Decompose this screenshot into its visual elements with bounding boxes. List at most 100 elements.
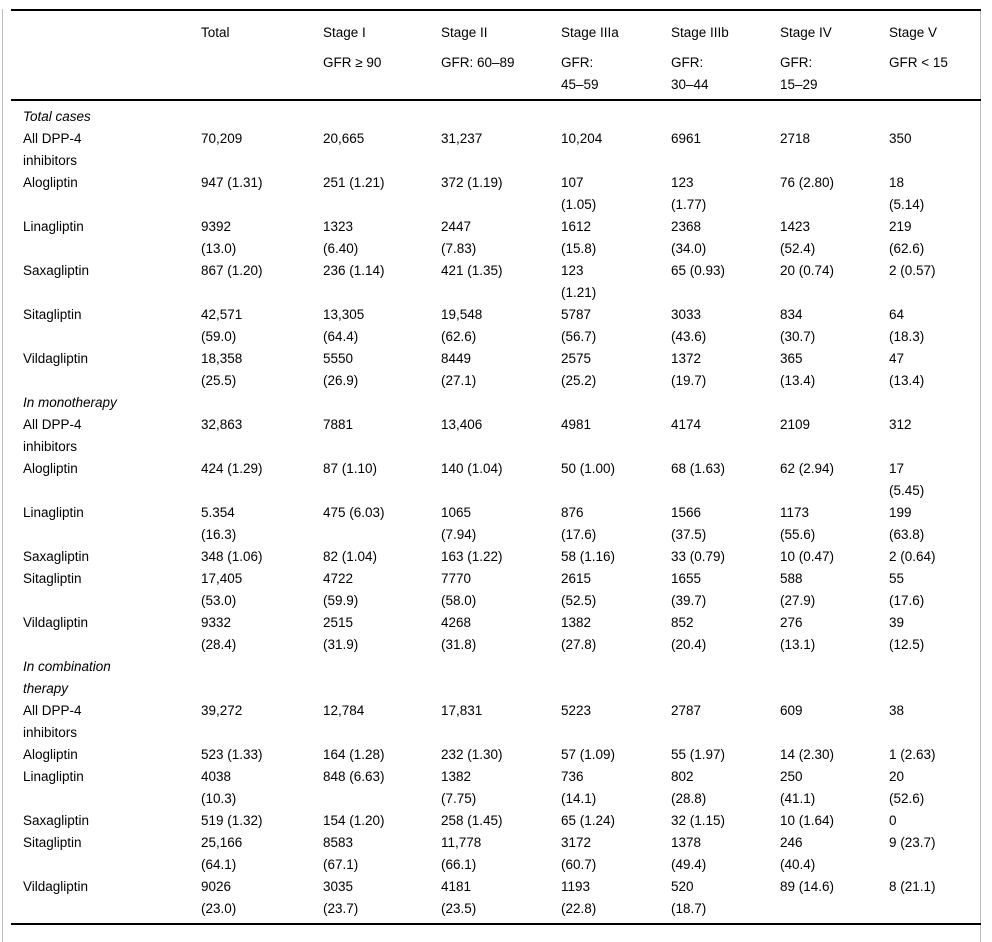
- value-cell: 4181 (23.5): [441, 879, 477, 916]
- stage-label: Stage II: [441, 25, 488, 40]
- value-cell: 9 (23.7): [889, 835, 936, 850]
- value-cell: 1193 (22.8): [561, 879, 597, 916]
- value-cell: 9392 (13.0): [201, 219, 237, 256]
- gfr-range-label: [23, 30, 201, 52]
- value-cell: 312: [889, 417, 912, 432]
- row-label-column-header: [11, 10, 201, 100]
- value-cell: 10 (0.47): [780, 549, 835, 564]
- value-cell: 50 (1.00): [561, 461, 616, 476]
- section-header-row-in-combination-therapy: In combination therapy: [11, 656, 981, 700]
- value-cell: 42,571 (59.0): [201, 307, 243, 344]
- value-cell: 3172 (60.7): [561, 835, 597, 872]
- value-cell: 1378 (49.4): [671, 835, 707, 872]
- value-cell: 848 (6.63): [323, 769, 385, 784]
- value-cell: 76 (2.80): [780, 175, 835, 190]
- gfr-range-label: GFR < 15: [889, 55, 948, 70]
- table-row-vildagliptin: Vildagliptin 18,358 (25.5) 5550 (26.9) 8449…: [11, 348, 981, 392]
- column-header-total: Total: [201, 10, 323, 100]
- value-cell: 47 (13.4): [889, 351, 925, 388]
- row-label: Sitagliptin: [23, 835, 82, 850]
- value-cell: 520 (18.7): [671, 879, 707, 916]
- section-header-row-total-cases: Total cases: [11, 100, 981, 128]
- value-cell: 17 (5.45): [889, 461, 925, 498]
- value-cell: 13,406: [441, 417, 483, 432]
- table-row-linagliptin: Linagliptin 9392 (13.0) 1323 (6.40) 2447 (7…: [11, 216, 981, 260]
- column-header-stage-iv: Stage IV GFR: 15–29: [780, 10, 889, 100]
- value-cell: 7770 (58.0): [441, 571, 477, 608]
- value-cell: 1566 (37.5): [671, 505, 707, 542]
- stage-label: Stage IV: [780, 25, 832, 40]
- table-row-sitagliptin: Sitagliptin 42,571 (59.0) 13,305 (64.4) 19,…: [11, 304, 981, 348]
- value-cell: 251 (1.21): [323, 175, 385, 190]
- row-label: Saxagliptin: [23, 263, 90, 278]
- table-row-alogliptin: Alogliptin 947 (1.31) 251 (1.21) 372 (1.19)…: [11, 172, 981, 216]
- value-cell: 1612 (15.8): [561, 219, 597, 256]
- table-row-vildagliptin: Vildagliptin 9026 (23.0) 3035 (23.7) 4181 (…: [11, 876, 981, 924]
- value-cell: 39 (12.5): [889, 615, 925, 652]
- value-cell: 1382 (7.75): [441, 769, 477, 806]
- value-cell: 17,405 (53.0): [201, 571, 243, 608]
- value-cell: 5.354 (16.3): [201, 505, 237, 542]
- value-cell: 10,204: [561, 131, 603, 146]
- value-cell: 10 (1.64): [780, 813, 835, 828]
- value-cell: 5223: [561, 703, 592, 718]
- value-cell: 2 (0.57): [889, 263, 936, 278]
- table-row-alogliptin: Alogliptin 523 (1.33) 164 (1.28) 232 (1.30)…: [11, 744, 981, 766]
- value-cell: 20 (0.74): [780, 263, 835, 278]
- value-cell: 2 (0.64): [889, 549, 936, 564]
- value-cell: 64 (18.3): [889, 307, 925, 344]
- value-cell: 20 (52.6): [889, 769, 925, 806]
- gfr-range-label: GFR ≥ 90: [323, 55, 382, 70]
- row-label: Alogliptin: [23, 175, 78, 190]
- value-cell: 87 (1.10): [323, 461, 378, 476]
- value-cell: 8449 (27.1): [441, 351, 477, 388]
- value-cell: 9026 (23.0): [201, 879, 237, 916]
- value-cell: 1065 (7.94): [441, 505, 477, 542]
- value-cell: 70,209: [201, 131, 243, 146]
- value-cell: 4038 (10.3): [201, 769, 237, 806]
- row-label: Alogliptin: [23, 461, 78, 476]
- value-cell: 65 (1.24): [561, 813, 616, 828]
- value-cell: 2787: [671, 703, 702, 718]
- row-label: Sitagliptin: [23, 571, 82, 586]
- value-cell: 89 (14.6): [780, 879, 835, 894]
- row-label: Linagliptin: [23, 219, 84, 234]
- value-cell: 5550 (26.9): [323, 351, 359, 388]
- value-cell: 57 (1.09): [561, 747, 616, 762]
- value-cell: 1423 (52.4): [780, 219, 816, 256]
- value-cell: 11,778 (66.1): [441, 835, 482, 872]
- gfr-range-label: GFR: 45–59: [561, 55, 599, 92]
- value-cell: 62 (2.94): [780, 461, 835, 476]
- table-row-all-dpp-4-inhibitors: All DPP-4 inhibitors 70,209 20,665 31,237 10…: [11, 128, 981, 172]
- table-row-alogliptin: Alogliptin 424 (1.29) 87 (1.10) 140 (1.04) 5…: [11, 458, 981, 502]
- table-row-saxagliptin: Saxagliptin 867 (1.20) 236 (1.14) 421 (1.35…: [11, 260, 981, 304]
- value-cell: 219 (62.6): [889, 219, 925, 256]
- value-cell: 68 (1.63): [671, 461, 726, 476]
- value-cell: 4268 (31.8): [441, 615, 477, 652]
- stage-label: Stage I: [323, 25, 366, 40]
- value-cell: 164 (1.28): [323, 747, 385, 762]
- value-cell: 1382 (27.8): [561, 615, 597, 652]
- value-cell: 834 (30.7): [780, 307, 816, 344]
- row-label: Linagliptin: [23, 505, 84, 520]
- value-cell: 7881: [323, 417, 354, 432]
- value-cell: 6961: [671, 131, 702, 146]
- row-label: Linagliptin: [23, 769, 84, 784]
- value-cell: 609: [780, 703, 803, 718]
- value-cell: 32,863: [201, 417, 243, 432]
- table-header: Total Stage I GFR ≥ 90 Stage II GFR: 60–89 St…: [11, 10, 981, 100]
- table-row-all-dpp-4-inhibitors: All DPP-4 inhibitors 32,863 7881 13,406 4981…: [11, 414, 981, 458]
- section-label: In monotherapy: [23, 395, 117, 410]
- value-cell: 9332 (28.4): [201, 615, 237, 652]
- column-header-stage-iiib: Stage IIIb GFR: 30–44: [671, 10, 780, 100]
- value-cell: 232 (1.30): [441, 747, 503, 762]
- value-cell: 372 (1.19): [441, 175, 503, 190]
- value-cell: 276 (13.1): [780, 615, 816, 652]
- stage-label: Stage V: [889, 25, 938, 40]
- value-cell: 1323 (6.40): [323, 219, 359, 256]
- value-cell: 0: [889, 813, 897, 828]
- value-cell: 17,831: [441, 703, 483, 718]
- value-cell: 31,237: [441, 131, 483, 146]
- section-header-row-in-monotherapy: In monotherapy: [11, 392, 981, 414]
- value-cell: 163 (1.22): [441, 549, 503, 564]
